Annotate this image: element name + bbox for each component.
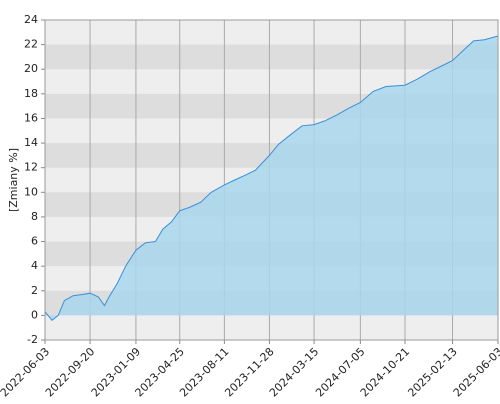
y-tick-label: 18 — [24, 87, 38, 100]
y-tick-label: 12 — [24, 161, 38, 174]
y-axis-label: [Zmiany %] — [7, 148, 20, 212]
plot-border — [44, 19, 499, 341]
y-tick-label: 14 — [24, 136, 38, 149]
y-tick-label: 16 — [24, 111, 38, 124]
y-tick-label: 20 — [24, 62, 38, 75]
y-tick-label: 10 — [24, 185, 38, 198]
y-tick-label: -2 — [27, 333, 38, 346]
line — [44, 35, 499, 321]
band — [45, 44, 498, 70]
area-fill — [45, 36, 498, 321]
y-tick-label: 24 — [24, 13, 38, 26]
y-tick-label: 2 — [31, 284, 38, 297]
y-tick-label: 4 — [31, 259, 38, 272]
y-tick-label: 8 — [31, 210, 38, 223]
y-tick-label: 22 — [24, 38, 38, 51]
y-tick-label: 0 — [31, 308, 38, 321]
y-tick-label: 6 — [31, 235, 38, 248]
